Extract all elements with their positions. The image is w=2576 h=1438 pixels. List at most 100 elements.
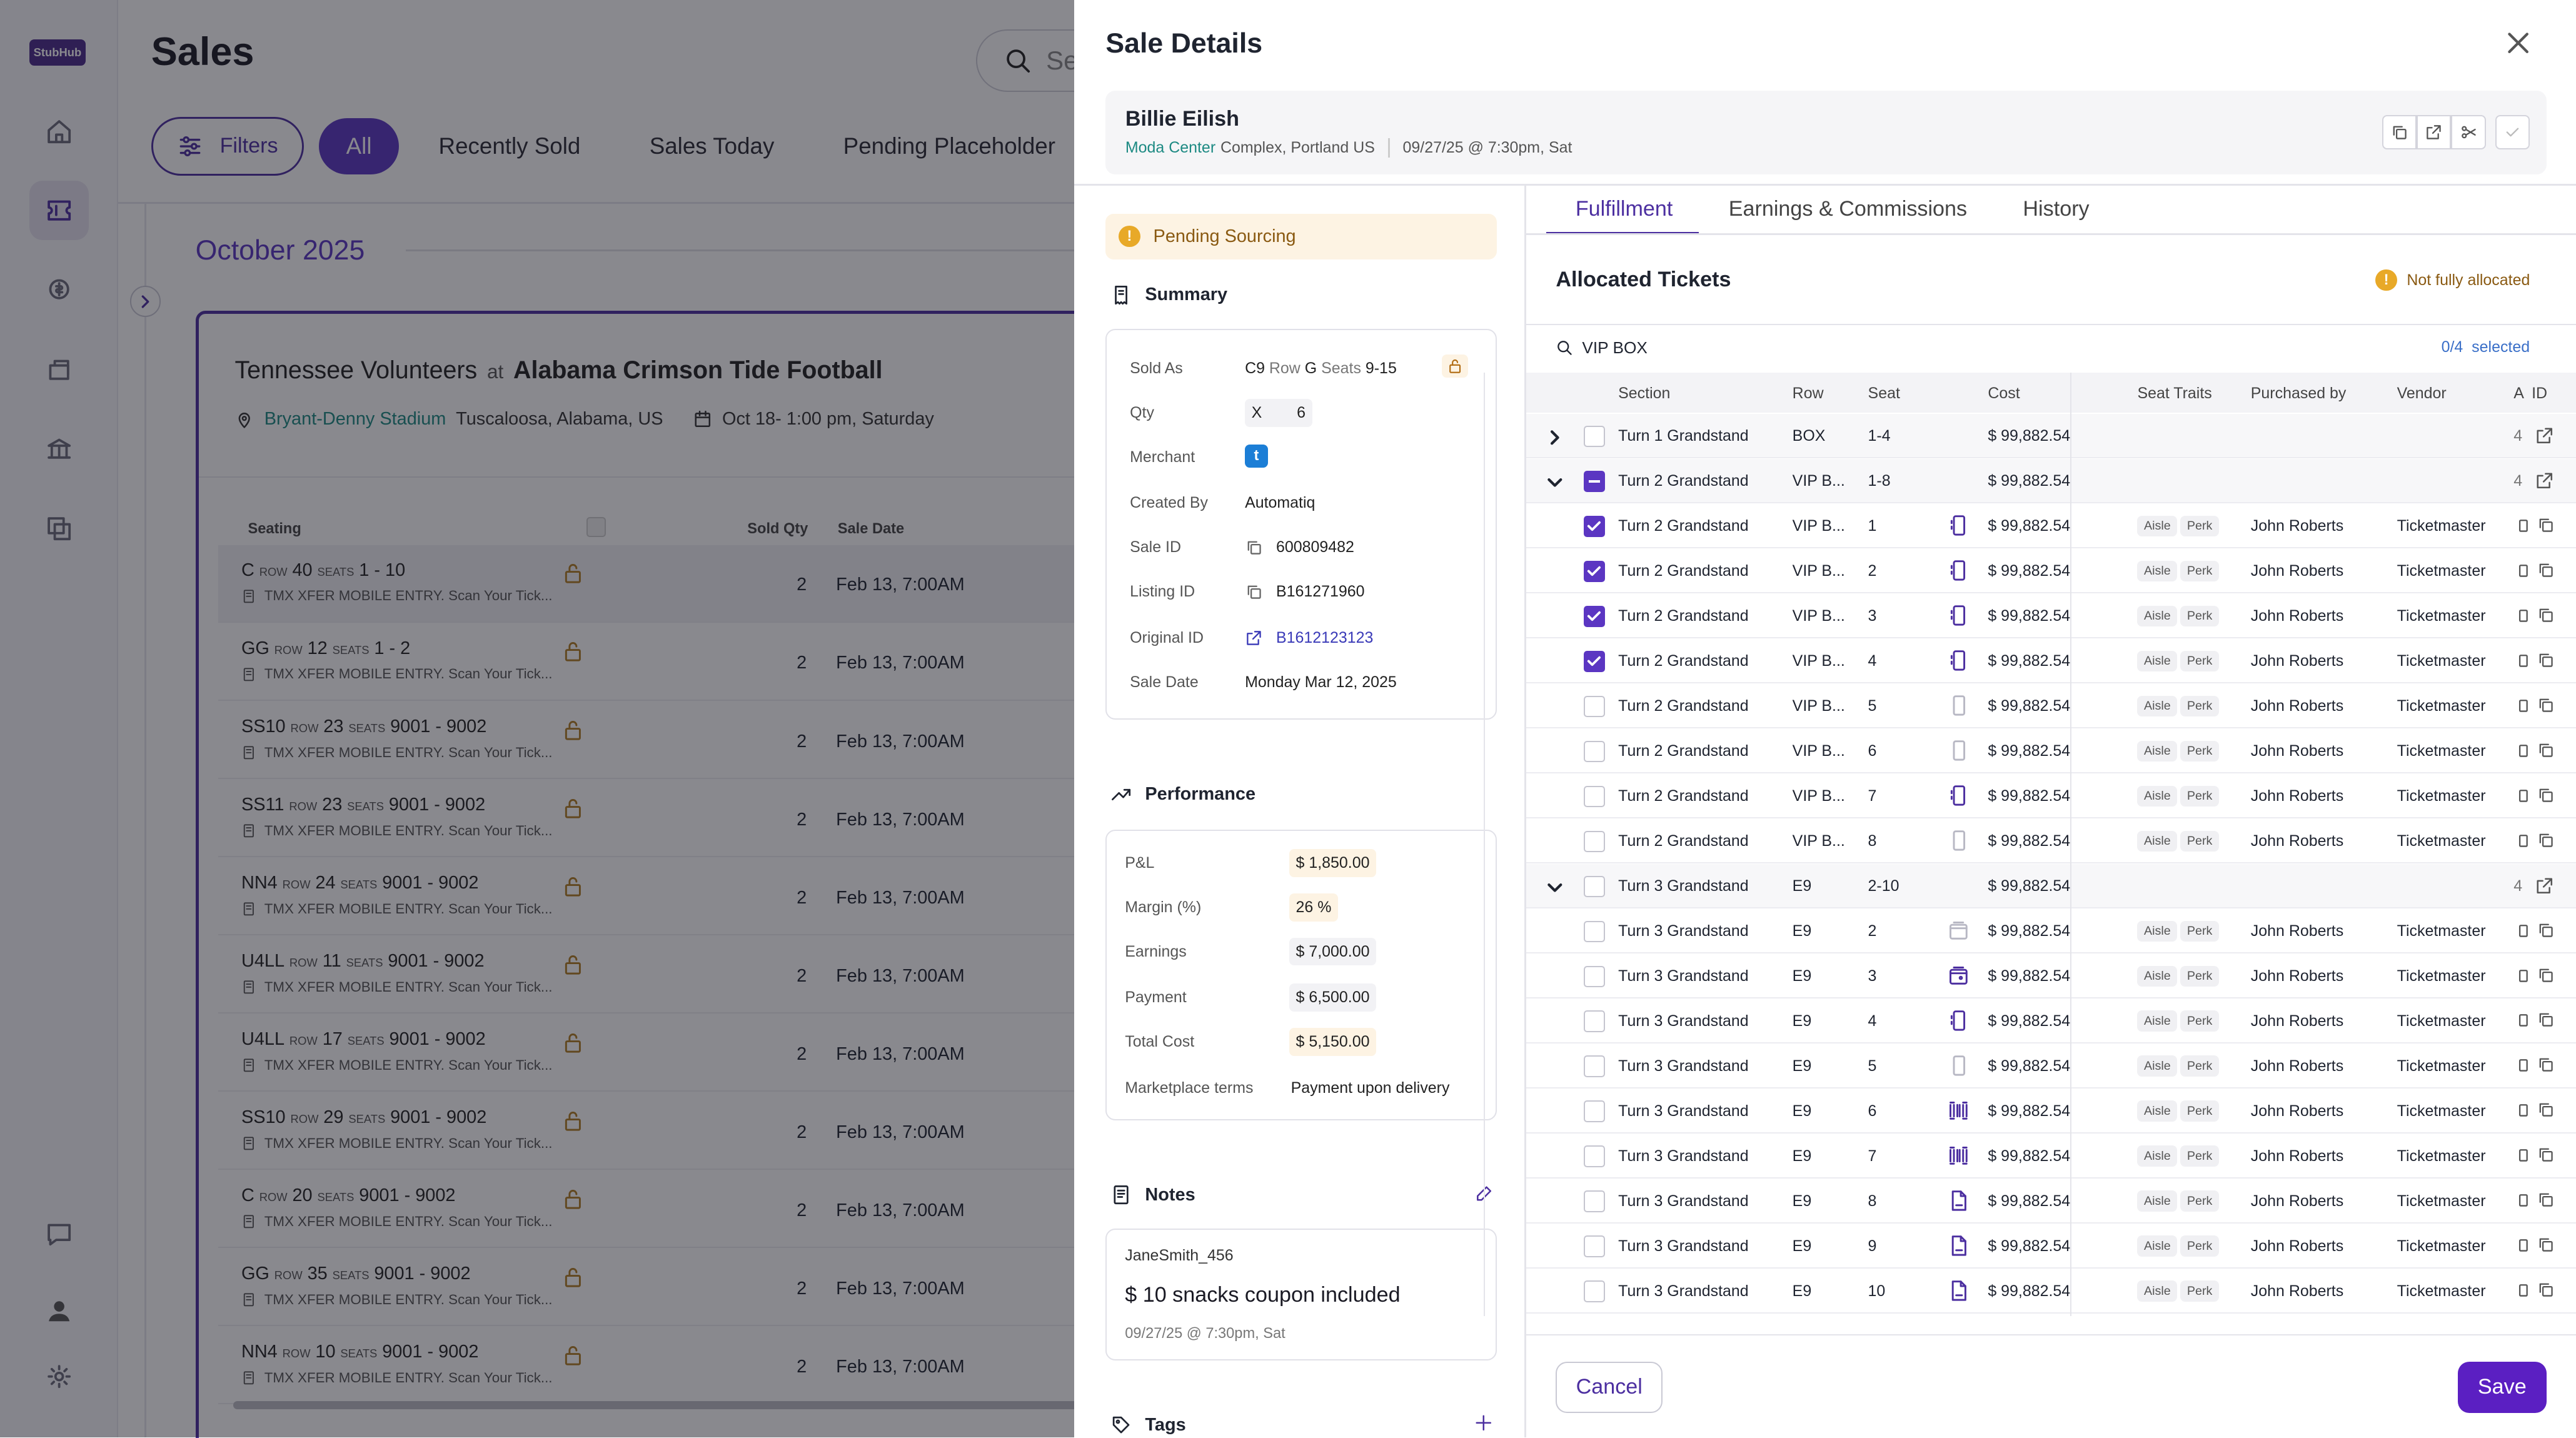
ticket-row[interactable]: Turn 3 Grandstand E9 5 $ 99,882.54 Aisle Perk…	[1526, 1044, 2576, 1089]
copy-icon[interactable]	[1245, 583, 1263, 601]
document-icon[interactable]	[2537, 1145, 2555, 1164]
row-checkbox[interactable]	[1583, 650, 1606, 672]
document-icon[interactable]	[2537, 786, 2555, 804]
copy-icon[interactable]	[2513, 1145, 2532, 1164]
ticket-row[interactable]: Turn 2 Grandstand VIP B... 6 $ 99,882.54 Ais…	[1526, 729, 2576, 774]
pdf-icon[interactable]	[1947, 1279, 1970, 1302]
add-tag-icon[interactable]	[1474, 1413, 1494, 1433]
ticket-row[interactable]: Turn 2 Grandstand VIP B... 2 $ 99,882.54 Ais…	[1526, 549, 2576, 594]
row-checkbox[interactable]	[1583, 695, 1606, 717]
external-link-icon[interactable]	[2417, 114, 2452, 150]
external-link-icon[interactable]	[2535, 426, 2555, 446]
copy-icon[interactable]	[2513, 966, 2532, 984]
ticket-row[interactable]: Turn 3 Grandstand E9 4 $ 99,882.54 Aisle Perk…	[1526, 999, 2576, 1044]
pdf-icon[interactable]	[1947, 1189, 1970, 1212]
copy-icon[interactable]	[1245, 538, 1263, 556]
pdf-icon[interactable]	[1947, 1234, 1970, 1257]
row-checkbox[interactable]	[1583, 830, 1606, 852]
row-checkbox[interactable]	[1583, 740, 1606, 762]
copy-icon[interactable]	[2513, 1280, 2532, 1299]
chevron-right-icon[interactable]	[1547, 430, 1562, 445]
row-checkbox[interactable]	[1583, 605, 1606, 627]
copy-icon[interactable]	[2513, 831, 2532, 849]
copy-icon[interactable]	[2513, 606, 2532, 624]
save-button[interactable]: Save	[2457, 1362, 2547, 1413]
edit-icon[interactable]	[1474, 1184, 1494, 1204]
row-checkbox[interactable]	[1583, 1100, 1606, 1122]
document-icon[interactable]	[2537, 1010, 2555, 1028]
ticket-row[interactable]: Turn 3 Grandstand E9 7 $ 99,882.54 Aisle Perk…	[1526, 1134, 2576, 1179]
copy-icon[interactable]	[2513, 1055, 2532, 1073]
document-icon[interactable]	[2537, 741, 2555, 759]
row-checkbox[interactable]	[1583, 965, 1606, 987]
phone-faded-icon[interactable]	[1947, 829, 1970, 852]
external-link-icon[interactable]	[2535, 876, 2555, 896]
ticket-row[interactable]: Turn 3 Grandstand E9 9 $ 99,882.54 Aisle Perk…	[1526, 1224, 2576, 1269]
phone-icon[interactable]	[1947, 604, 1970, 627]
ticket-search-input[interactable]: VIP BOX	[1556, 338, 1648, 358]
external-link-icon[interactable]	[1245, 629, 1263, 647]
copy-icon[interactable]	[2513, 1100, 2532, 1119]
row-checkbox[interactable]	[1583, 1235, 1606, 1257]
document-icon[interactable]	[2537, 516, 2555, 534]
row-checkbox[interactable]	[1583, 1010, 1606, 1032]
ticket-row[interactable]: Turn 2 Grandstand VIP B... 3 $ 99,882.54 Ais…	[1526, 594, 2576, 639]
barcode-icon[interactable]	[1947, 1099, 1970, 1122]
row-checkbox[interactable]	[1583, 470, 1606, 492]
original-id-link[interactable]: B1612123123	[1275, 628, 1374, 646]
ticket-row[interactable]: Turn 3 Grandstand E9 2 $ 99,882.54 Aisle Perk…	[1526, 909, 2576, 954]
modal-backdrop[interactable]	[0, 0, 1075, 1438]
phone-icon[interactable]	[1947, 649, 1970, 672]
wallet-faded-icon[interactable]	[1947, 919, 1970, 942]
row-checkbox[interactable]	[1583, 785, 1606, 807]
copy-icon[interactable]	[2513, 741, 2532, 759]
phone-icon[interactable]	[1947, 1009, 1970, 1032]
ticket-row[interactable]: Turn 3 Grandstand E9 10 $ 99,882.54 Aisle Per…	[1526, 1269, 2576, 1314]
chevron-down-icon[interactable]	[1547, 880, 1562, 895]
wallet-icon[interactable]	[1947, 964, 1970, 987]
row-checkbox[interactable]	[1583, 515, 1606, 537]
row-checkbox[interactable]	[1583, 560, 1606, 582]
ticket-row[interactable]: Turn 3 Grandstand E9 3 $ 99,882.54 Aisle Perk…	[1526, 954, 2576, 999]
phone-faded-icon[interactable]	[1947, 739, 1970, 762]
ticket-row[interactable]: Turn 3 Grandstand E9 6 $ 99,882.54 Aisle Perk…	[1526, 1089, 2576, 1134]
row-checkbox[interactable]	[1583, 875, 1606, 897]
ticket-row[interactable]: Turn 2 Grandstand VIP B... 8 $ 99,882.54 Ais…	[1526, 819, 2576, 864]
row-checkbox[interactable]	[1583, 425, 1606, 447]
copy-icon[interactable]	[2513, 786, 2532, 804]
document-icon[interactable]	[2537, 1235, 2555, 1254]
document-icon[interactable]	[2537, 831, 2555, 849]
close-icon[interactable]	[2503, 28, 2533, 58]
row-checkbox[interactable]	[1583, 920, 1606, 942]
ticket-row[interactable]: Turn 3 Grandstand E9 8 $ 99,882.54 Aisle Perk…	[1526, 1179, 2576, 1224]
venue-link[interactable]: Moda Center	[1125, 138, 1216, 156]
lock-icon[interactable]	[1442, 354, 1469, 378]
document-icon[interactable]	[2537, 561, 2555, 579]
cancel-button[interactable]: Cancel	[1556, 1362, 1663, 1413]
copy-icon[interactable]	[2513, 696, 2532, 714]
group-row[interactable]: Turn 2 Grandstand VIP B... 1-8 $ 99,882.54 4	[1526, 459, 2576, 504]
group-row[interactable]: Turn 1 Grandstand BOX 1-4 $ 99,882.54 4	[1526, 414, 2576, 459]
phone-icon[interactable]	[1947, 784, 1970, 807]
row-checkbox[interactable]	[1583, 1145, 1606, 1167]
tab-earnings-commissions[interactable]: Earnings & Commissions	[1728, 197, 1968, 221]
tab-history[interactable]: History	[2023, 197, 2090, 221]
document-icon[interactable]	[2537, 1190, 2555, 1209]
document-icon[interactable]	[2537, 1100, 2555, 1119]
document-icon[interactable]	[2537, 696, 2555, 714]
copy-icon[interactable]	[2513, 1010, 2532, 1028]
tab-fulfillment[interactable]: Fulfillment	[1546, 186, 1699, 235]
ticket-row[interactable]: Turn 2 Grandstand VIP B... 7 $ 99,882.54 Ais…	[1526, 774, 2576, 819]
ticket-row[interactable]: Turn 2 Grandstand VIP B... 4 $ 99,882.54 Ais…	[1526, 639, 2576, 684]
row-checkbox[interactable]	[1583, 1055, 1606, 1077]
document-icon[interactable]	[2537, 921, 2555, 939]
document-icon[interactable]	[2537, 1280, 2555, 1299]
row-checkbox[interactable]	[1583, 1190, 1606, 1212]
document-icon[interactable]	[2537, 651, 2555, 669]
copy-icon[interactable]	[2382, 114, 2417, 150]
phone-icon[interactable]	[1947, 514, 1970, 537]
document-icon[interactable]	[2537, 966, 2555, 984]
copy-icon[interactable]	[2513, 561, 2532, 579]
phone-faded-icon[interactable]	[1947, 1054, 1970, 1077]
chevron-down-icon[interactable]	[1547, 475, 1562, 490]
